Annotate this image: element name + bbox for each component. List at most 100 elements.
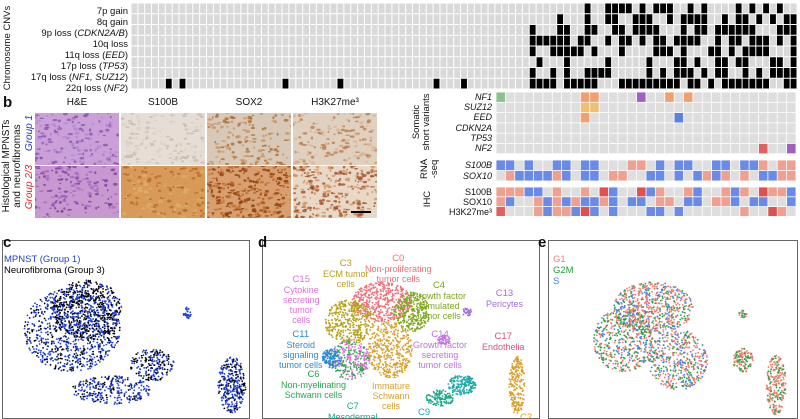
umap-point xyxy=(401,292,404,295)
cnv-cell xyxy=(529,57,536,67)
umap-point xyxy=(348,337,351,340)
cnv-cell xyxy=(310,78,316,89)
umap-point xyxy=(185,313,188,316)
umap-point xyxy=(93,390,96,393)
umap-point xyxy=(241,393,244,396)
umap-point xyxy=(98,350,100,353)
umap-point xyxy=(382,348,385,351)
cnv-cell xyxy=(495,25,502,35)
umap-point xyxy=(94,335,97,338)
umap-point xyxy=(364,295,367,298)
heatmap-cell xyxy=(618,133,627,144)
umap-point xyxy=(396,372,399,374)
umap-point xyxy=(36,334,39,337)
umap-point xyxy=(127,389,130,391)
umap-point xyxy=(369,317,372,319)
umap-point xyxy=(36,345,39,347)
umap-point xyxy=(355,324,358,327)
cnv-label-tail: ) xyxy=(124,61,128,72)
umap-point xyxy=(86,302,89,305)
umap-point xyxy=(86,357,89,360)
umap-point xyxy=(99,283,101,286)
umap-point xyxy=(102,349,105,352)
umap-point xyxy=(77,358,80,361)
umap-point xyxy=(341,325,344,328)
umap-point xyxy=(413,293,416,296)
cnv-cell xyxy=(694,46,701,57)
umap-point xyxy=(69,286,72,289)
cnv-cell xyxy=(605,3,612,14)
umap-point xyxy=(167,355,170,358)
umap-point xyxy=(49,331,52,334)
heatmap-cell xyxy=(787,197,796,207)
umap-point xyxy=(92,400,95,403)
cnv-cell xyxy=(385,68,392,78)
umap-point xyxy=(102,333,105,335)
umap-point xyxy=(372,358,375,361)
umap-point xyxy=(331,336,334,339)
cnv-cell xyxy=(419,14,426,24)
cnv-cell xyxy=(564,25,570,35)
umap-point xyxy=(405,321,408,324)
heatmap-cell xyxy=(627,160,637,171)
cnv-cell xyxy=(241,3,248,14)
cnv-cell xyxy=(763,25,770,35)
umap-point xyxy=(360,296,363,299)
umap-point xyxy=(359,340,362,342)
umap-point xyxy=(75,283,78,286)
cnv-cell xyxy=(749,57,756,67)
heatmap-cell xyxy=(787,113,796,123)
umap-point xyxy=(91,327,94,330)
umap-point xyxy=(228,389,231,392)
umap-point xyxy=(59,305,62,308)
cnv-cell xyxy=(179,3,186,14)
cnv-cell xyxy=(543,14,550,24)
heatmap-cell xyxy=(552,187,562,197)
umap-point xyxy=(390,347,393,350)
heatmap-cell xyxy=(665,133,674,144)
umap-point xyxy=(229,385,232,387)
umap-point xyxy=(347,323,350,325)
cnv-cell xyxy=(667,68,673,78)
umap-point xyxy=(117,300,120,303)
umap-point xyxy=(341,336,343,339)
cnv-cell xyxy=(577,3,584,14)
heatmap-cell xyxy=(543,197,552,207)
umap-point xyxy=(383,369,385,371)
umap-point xyxy=(90,315,93,318)
umap-point xyxy=(377,317,379,320)
row-label: NF1 xyxy=(474,92,492,102)
heatmap-cell xyxy=(637,187,646,197)
cnv-cell xyxy=(461,14,467,24)
umap-point xyxy=(99,350,102,353)
heatmap-cell xyxy=(580,123,590,133)
umap-point xyxy=(366,315,369,318)
umap-point xyxy=(400,304,403,307)
umap-point xyxy=(384,375,387,378)
umap-point xyxy=(376,315,378,318)
cnv-cell xyxy=(502,25,509,35)
umap-point xyxy=(359,324,362,327)
cnv-cell xyxy=(694,3,701,14)
umap-point xyxy=(40,353,42,356)
umap-point xyxy=(135,353,138,356)
cnv-cell xyxy=(385,3,392,14)
umap-point xyxy=(395,314,398,317)
umap-point xyxy=(146,365,149,368)
umap-point xyxy=(238,370,241,373)
umap-point xyxy=(114,344,117,347)
cnv-cell xyxy=(776,46,783,57)
umap-point xyxy=(365,362,368,364)
umap-point xyxy=(118,311,121,314)
umap-point xyxy=(387,345,389,348)
cnv-cell xyxy=(481,25,488,35)
cnv-cell xyxy=(742,68,749,78)
umap-point xyxy=(398,369,401,372)
cnv-cell xyxy=(763,78,770,89)
umap-point xyxy=(46,295,49,298)
umap-point xyxy=(24,334,27,337)
umap-point xyxy=(117,336,120,339)
umap-point xyxy=(376,288,378,290)
umap-point xyxy=(65,306,68,309)
heatmap-cell xyxy=(721,143,730,154)
